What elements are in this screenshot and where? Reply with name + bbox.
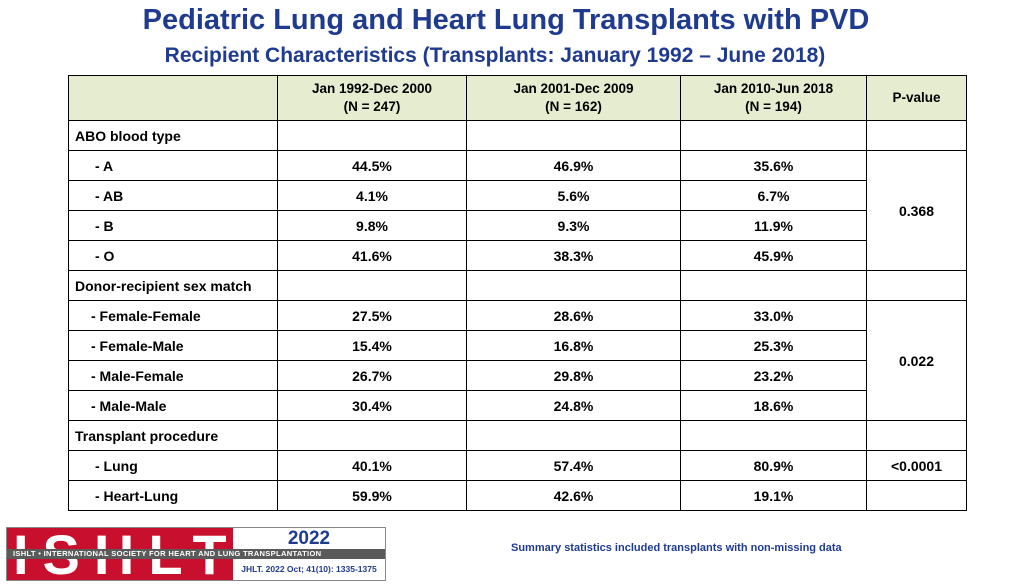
table-row: - B 9.8% 9.3% 11.9% bbox=[68, 210, 967, 241]
table-cell: 25.3% bbox=[680, 330, 867, 361]
row-label: - A bbox=[68, 150, 278, 181]
table-cell: 46.9% bbox=[466, 150, 681, 181]
ishlt-logo: ISHLT ISHLT • INTERNATIONAL SOCIETY FOR … bbox=[6, 527, 386, 581]
header-era-2: Jan 2001-Dec 2009 (N = 162) bbox=[466, 75, 681, 121]
table-cell: 33.0% bbox=[680, 300, 867, 331]
row-label: - Male-Female bbox=[68, 360, 278, 391]
table-cell: 24.8% bbox=[466, 390, 681, 421]
table-cell: 80.9% bbox=[680, 450, 867, 481]
table-cell: 57.4% bbox=[466, 450, 681, 481]
table-row: - Male-Female 26.7% 29.8% 23.2% bbox=[68, 360, 967, 391]
row-label: - Female-Male bbox=[68, 330, 278, 361]
section-row-abo: ABO blood type bbox=[68, 120, 967, 151]
table-cell: 38.3% bbox=[466, 240, 681, 271]
row-label: - AB bbox=[68, 180, 278, 211]
logo-year: 2022 bbox=[287, 528, 331, 549]
table-cell: 26.7% bbox=[277, 360, 467, 391]
table-cell: 15.4% bbox=[277, 330, 467, 361]
pvalue-sex-match: 0.022 bbox=[866, 300, 967, 421]
table-row: - Female-Male 15.4% 16.8% 25.3% bbox=[68, 330, 967, 361]
header-era-3-n: (N = 194) bbox=[745, 99, 802, 114]
empty-cell bbox=[866, 480, 967, 511]
table-row: - Female-Female 27.5% 28.6% 33.0% 0.022 bbox=[68, 300, 967, 421]
row-label: - O bbox=[68, 240, 278, 271]
table-row: - Heart-Lung 59.9% 42.6% 19.1% bbox=[68, 480, 967, 511]
slide-subtitle: Recipient Characteristics (Transplants: … bbox=[164, 44, 826, 67]
table-cell: 9.8% bbox=[277, 210, 467, 241]
row-label: - Female-Female bbox=[68, 300, 278, 331]
logo-society-band: ISHLT • INTERNATIONAL SOCIETY FOR HEART … bbox=[7, 549, 385, 559]
empty-cell bbox=[277, 270, 467, 301]
table-cell: 5.6% bbox=[466, 180, 681, 211]
empty-cell bbox=[277, 420, 467, 451]
header-era-2-dates: Jan 2001-Dec 2009 bbox=[513, 81, 634, 96]
empty-cell bbox=[277, 120, 467, 151]
table-cell: 27.5% bbox=[277, 300, 467, 331]
section-row-procedure: Transplant procedure bbox=[68, 420, 967, 451]
table-row: - Male-Male 30.4% 24.8% 18.6% bbox=[68, 390, 967, 421]
row-label: - Lung bbox=[68, 450, 278, 481]
section-label-abo: ABO blood type bbox=[68, 120, 278, 151]
row-label: - B bbox=[68, 210, 278, 241]
table-cell: 4.1% bbox=[277, 180, 467, 211]
header-era-2-n: (N = 162) bbox=[545, 99, 602, 114]
empty-cell bbox=[680, 270, 867, 301]
header-era-3-dates: Jan 2010-Jun 2018 bbox=[713, 81, 834, 96]
empty-cell bbox=[466, 270, 681, 301]
empty-cell bbox=[866, 420, 967, 451]
table-cell: 18.6% bbox=[680, 390, 867, 421]
table-cell: 30.4% bbox=[277, 390, 467, 421]
section-label-sex-match: Donor-recipient sex match bbox=[68, 270, 278, 301]
empty-cell bbox=[680, 120, 867, 151]
row-label: - Heart-Lung bbox=[68, 480, 278, 511]
table-cell: 40.1% bbox=[277, 450, 467, 481]
table-cell: 41.6% bbox=[277, 240, 467, 271]
pvalue-abo: 0.368 bbox=[866, 150, 967, 271]
header-pvalue: P-value bbox=[866, 75, 967, 121]
table-cell: 42.6% bbox=[466, 480, 681, 511]
empty-cell bbox=[680, 420, 867, 451]
table-cell: 28.6% bbox=[466, 300, 681, 331]
table-cell: 11.9% bbox=[680, 210, 867, 241]
table-cell: 59.9% bbox=[277, 480, 467, 511]
section-label-procedure: Transplant procedure bbox=[68, 420, 278, 451]
pvalue-procedure: <0.0001 bbox=[866, 450, 967, 481]
table-cell: 6.7% bbox=[680, 180, 867, 211]
table-header-row: Jan 1992-Dec 2000 (N = 247) Jan 2001-Dec … bbox=[68, 75, 967, 121]
header-era-1-dates: Jan 1992-Dec 2000 bbox=[311, 81, 433, 96]
empty-cell bbox=[866, 120, 967, 151]
header-era-3: Jan 2010-Jun 2018 (N = 194) bbox=[680, 75, 867, 121]
footnote: Summary statistics included transplants … bbox=[511, 542, 842, 554]
table-row: - A 44.5% 46.9% 35.6% 0.368 bbox=[68, 150, 967, 271]
empty-cell bbox=[466, 120, 681, 151]
section-row-sex-match: Donor-recipient sex match bbox=[68, 270, 967, 301]
header-era-1: Jan 1992-Dec 2000 (N = 247) bbox=[277, 75, 467, 121]
table-cell: 9.3% bbox=[466, 210, 681, 241]
empty-cell bbox=[466, 420, 681, 451]
table-cell: 44.5% bbox=[277, 150, 467, 181]
header-empty-cell bbox=[68, 75, 278, 121]
slide-title: Pediatric Lung and Heart Lung Transplant… bbox=[142, 4, 870, 36]
empty-cell bbox=[866, 270, 967, 301]
table-cell: 35.6% bbox=[680, 150, 867, 181]
recipient-characteristics-table: Jan 1992-Dec 2000 (N = 247) Jan 2001-Dec … bbox=[68, 75, 967, 511]
table-cell: 29.8% bbox=[466, 360, 681, 391]
table-cell: 45.9% bbox=[680, 240, 867, 271]
header-era-1-n: (N = 247) bbox=[343, 99, 401, 114]
table-cell: 19.1% bbox=[680, 480, 867, 511]
table-cell: 23.2% bbox=[680, 360, 867, 391]
table-cell: 16.8% bbox=[466, 330, 681, 361]
table-row: - Lung 40.1% 57.4% 80.9% <0.0001 bbox=[68, 450, 967, 481]
logo-citation: JHLT. 2022 Oct; 41(10): 1335-1375 bbox=[241, 564, 377, 574]
table-row: - AB 4.1% 5.6% 6.7% bbox=[68, 180, 967, 211]
table-row: - O 41.6% 38.3% 45.9% bbox=[68, 240, 967, 271]
row-label: - Male-Male bbox=[68, 390, 278, 421]
